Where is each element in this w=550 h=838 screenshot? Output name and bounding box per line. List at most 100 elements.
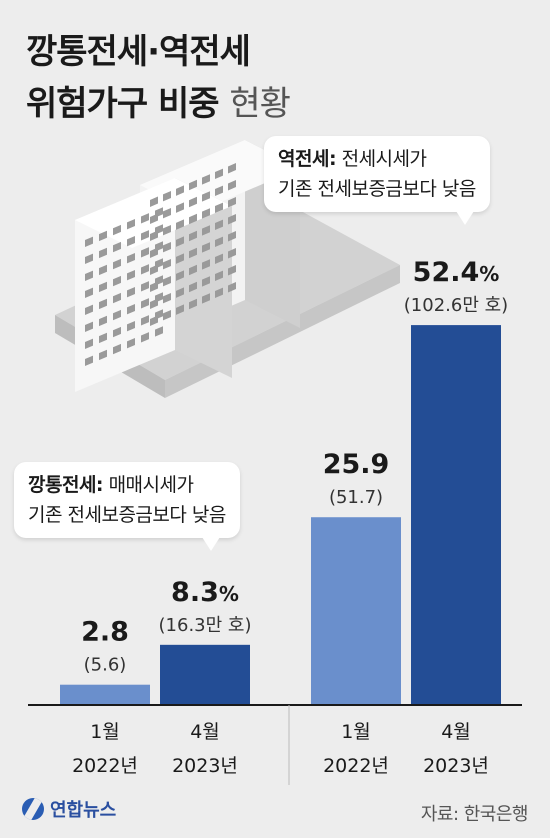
x-tick-year: 2023년 bbox=[172, 755, 238, 777]
window bbox=[141, 213, 149, 224]
window bbox=[202, 225, 210, 236]
kkangtong-desc-line-1: 매매시세가 bbox=[108, 474, 194, 496]
x-tick-period: 1월 bbox=[90, 721, 120, 743]
window bbox=[155, 275, 163, 286]
window bbox=[113, 258, 121, 270]
bar-households-label: (16.3만 호) bbox=[159, 615, 252, 636]
window bbox=[113, 224, 121, 236]
source-credit: 자료: 한국은행 bbox=[420, 804, 529, 825]
window bbox=[215, 185, 223, 197]
window bbox=[155, 207, 163, 218]
x-tick-year: 2022년 bbox=[323, 755, 389, 777]
kkangtong-desc-line-2: 기존 전세보증금보다 낮음 bbox=[28, 504, 226, 526]
window bbox=[228, 180, 236, 191]
window bbox=[163, 207, 171, 219]
window bbox=[163, 241, 171, 253]
window bbox=[228, 231, 236, 242]
window bbox=[99, 298, 107, 310]
window bbox=[99, 281, 107, 293]
x-tick-period: 4월 bbox=[441, 721, 471, 743]
window bbox=[163, 292, 171, 304]
window bbox=[85, 304, 93, 315]
window bbox=[215, 168, 223, 180]
window bbox=[127, 321, 135, 332]
window bbox=[163, 224, 171, 236]
bar-value-label: 52.4% bbox=[413, 257, 500, 288]
window bbox=[176, 202, 184, 213]
yeokjeonse-desc-line-2: 기존 전세보증금보다 낮음 bbox=[278, 178, 476, 200]
window bbox=[85, 321, 93, 332]
window bbox=[215, 219, 223, 231]
window bbox=[99, 247, 107, 259]
window bbox=[228, 265, 236, 276]
window bbox=[141, 281, 149, 292]
window bbox=[85, 253, 93, 264]
window bbox=[85, 287, 93, 298]
window bbox=[189, 298, 197, 310]
window bbox=[99, 315, 107, 327]
title-line-2-light: 현황 bbox=[229, 84, 291, 124]
bar bbox=[311, 517, 401, 705]
window bbox=[155, 309, 163, 320]
window bbox=[189, 247, 197, 259]
window bbox=[228, 282, 236, 293]
window bbox=[189, 179, 197, 191]
window bbox=[113, 326, 121, 338]
window bbox=[113, 309, 121, 321]
bar-households-label: (51.7) bbox=[329, 487, 383, 508]
bar bbox=[160, 644, 250, 705]
page-title: 깡통전세·역전세 위험가구 비중 현황 bbox=[26, 26, 291, 130]
window bbox=[99, 332, 107, 344]
yeokjeonse-desc-line-1: 전세시세가 bbox=[341, 148, 427, 170]
window bbox=[189, 281, 197, 293]
window bbox=[189, 213, 197, 225]
x-tick-period: 1월 bbox=[341, 721, 371, 743]
window bbox=[155, 241, 163, 252]
kkangtong-term: 깡통전세: bbox=[28, 474, 104, 496]
window bbox=[228, 197, 236, 208]
window bbox=[189, 264, 197, 276]
window bbox=[150, 196, 158, 207]
window bbox=[127, 304, 135, 315]
yonhap-logo-icon bbox=[22, 798, 44, 820]
window bbox=[127, 236, 135, 247]
window bbox=[163, 275, 171, 287]
bar-households-label: (102.6만 호) bbox=[404, 295, 508, 316]
window bbox=[228, 214, 236, 225]
window bbox=[113, 241, 121, 253]
window bbox=[141, 298, 149, 309]
yeokjeonse-definition-callout: 역전세: 전세시세가 기존 전세보증금보다 낮음 bbox=[264, 136, 490, 225]
window bbox=[127, 253, 135, 264]
bar-value-label: 25.9 bbox=[323, 449, 390, 480]
bar-households-label: (5.6) bbox=[84, 655, 127, 676]
window bbox=[228, 248, 236, 259]
x-tick-year: 2023년 bbox=[423, 755, 489, 777]
bar-value-label: 8.3% bbox=[171, 577, 239, 608]
yeokjeonse-term: 역전세: bbox=[278, 148, 337, 170]
window bbox=[176, 287, 184, 298]
window bbox=[189, 196, 197, 208]
window bbox=[113, 343, 121, 355]
kkangtong-definition-callout: 깡통전세: 매매시세가 기존 전세보증금보다 낮음 bbox=[14, 462, 240, 551]
window bbox=[127, 270, 135, 281]
bar bbox=[60, 684, 150, 705]
window bbox=[176, 185, 184, 196]
window bbox=[202, 293, 210, 304]
window bbox=[113, 275, 121, 287]
window bbox=[141, 247, 149, 258]
title-line-1: 깡통전세·역전세 bbox=[26, 32, 251, 72]
apartment-buildings-illustration bbox=[55, 140, 400, 398]
window bbox=[163, 258, 171, 270]
window bbox=[202, 174, 210, 185]
window bbox=[202, 259, 210, 270]
yonhap-logo: 연합뉴스 bbox=[22, 796, 116, 822]
window bbox=[85, 355, 93, 366]
window bbox=[155, 292, 163, 303]
bar-value-unit: % bbox=[479, 262, 499, 286]
window bbox=[202, 191, 210, 202]
window bbox=[155, 326, 163, 337]
window bbox=[215, 253, 223, 265]
window bbox=[127, 338, 135, 349]
bar bbox=[411, 325, 501, 705]
window bbox=[141, 315, 149, 326]
